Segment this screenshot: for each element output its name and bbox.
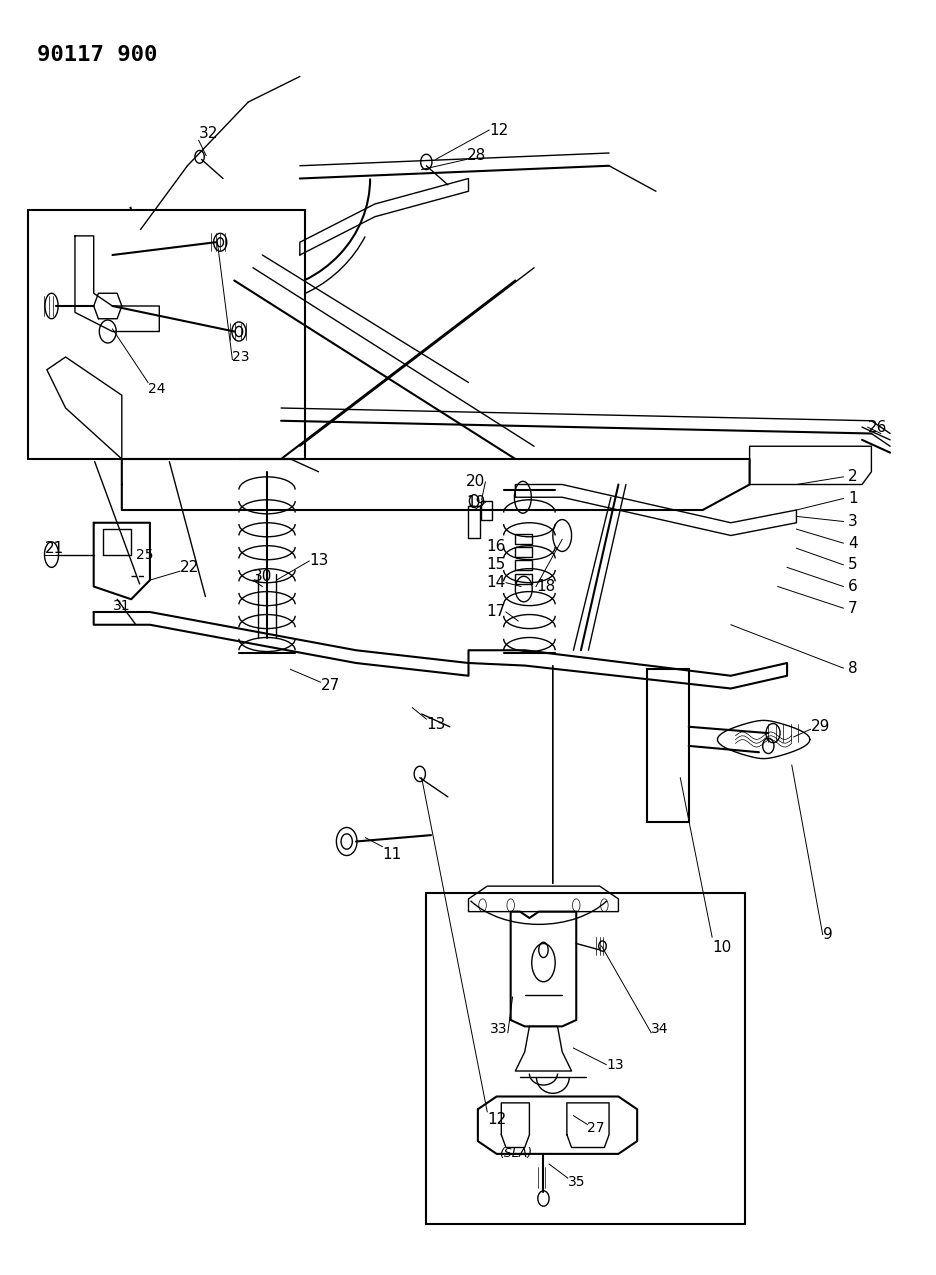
Text: 16: 16 <box>486 539 505 555</box>
Text: 7: 7 <box>847 601 856 616</box>
Text: 32: 32 <box>198 126 218 142</box>
Text: 12: 12 <box>487 1112 506 1127</box>
Text: 27: 27 <box>320 678 340 694</box>
Text: 13: 13 <box>309 553 329 569</box>
Text: 1: 1 <box>847 491 856 506</box>
Text: 6: 6 <box>847 579 856 594</box>
Bar <box>515 534 532 544</box>
Text: 33: 33 <box>490 1023 507 1035</box>
Bar <box>480 501 491 520</box>
Text: 26: 26 <box>867 419 886 435</box>
Text: 22: 22 <box>180 560 199 575</box>
Text: 9: 9 <box>822 927 831 942</box>
Text: 23: 23 <box>232 351 250 363</box>
Text: 14: 14 <box>486 575 505 590</box>
Bar <box>426 892 744 1224</box>
Text: 18: 18 <box>535 579 555 594</box>
Text: 13: 13 <box>606 1058 623 1071</box>
Text: 28: 28 <box>466 148 486 163</box>
Text: 27: 27 <box>587 1122 605 1135</box>
Bar <box>515 547 532 557</box>
Text: 30: 30 <box>253 569 272 584</box>
Text: 34: 34 <box>651 1023 668 1035</box>
Text: 29: 29 <box>810 719 829 734</box>
Bar <box>646 669 688 822</box>
Text: 19: 19 <box>465 495 485 510</box>
Text: (SLA): (SLA) <box>499 1148 532 1160</box>
Bar <box>468 506 479 538</box>
Text: 11: 11 <box>382 847 402 862</box>
Text: 4: 4 <box>847 536 856 551</box>
Text: 2: 2 <box>847 469 856 484</box>
Text: 8: 8 <box>847 660 856 676</box>
Text: 25: 25 <box>136 548 154 561</box>
Bar <box>28 210 304 459</box>
Text: 35: 35 <box>567 1176 585 1188</box>
Text: 3: 3 <box>847 514 856 529</box>
Text: 20: 20 <box>465 474 485 490</box>
Text: 21: 21 <box>45 541 65 556</box>
Text: 5: 5 <box>847 557 856 572</box>
Text: 15: 15 <box>486 557 505 572</box>
Bar <box>515 560 532 570</box>
Bar <box>515 574 532 584</box>
Text: 17: 17 <box>486 604 505 620</box>
Text: 31: 31 <box>112 599 130 612</box>
Text: 13: 13 <box>426 717 446 732</box>
Text: 90117 900: 90117 900 <box>37 45 157 65</box>
Text: 12: 12 <box>489 122 508 138</box>
Text: 10: 10 <box>711 940 731 955</box>
Text: 24: 24 <box>148 382 166 395</box>
